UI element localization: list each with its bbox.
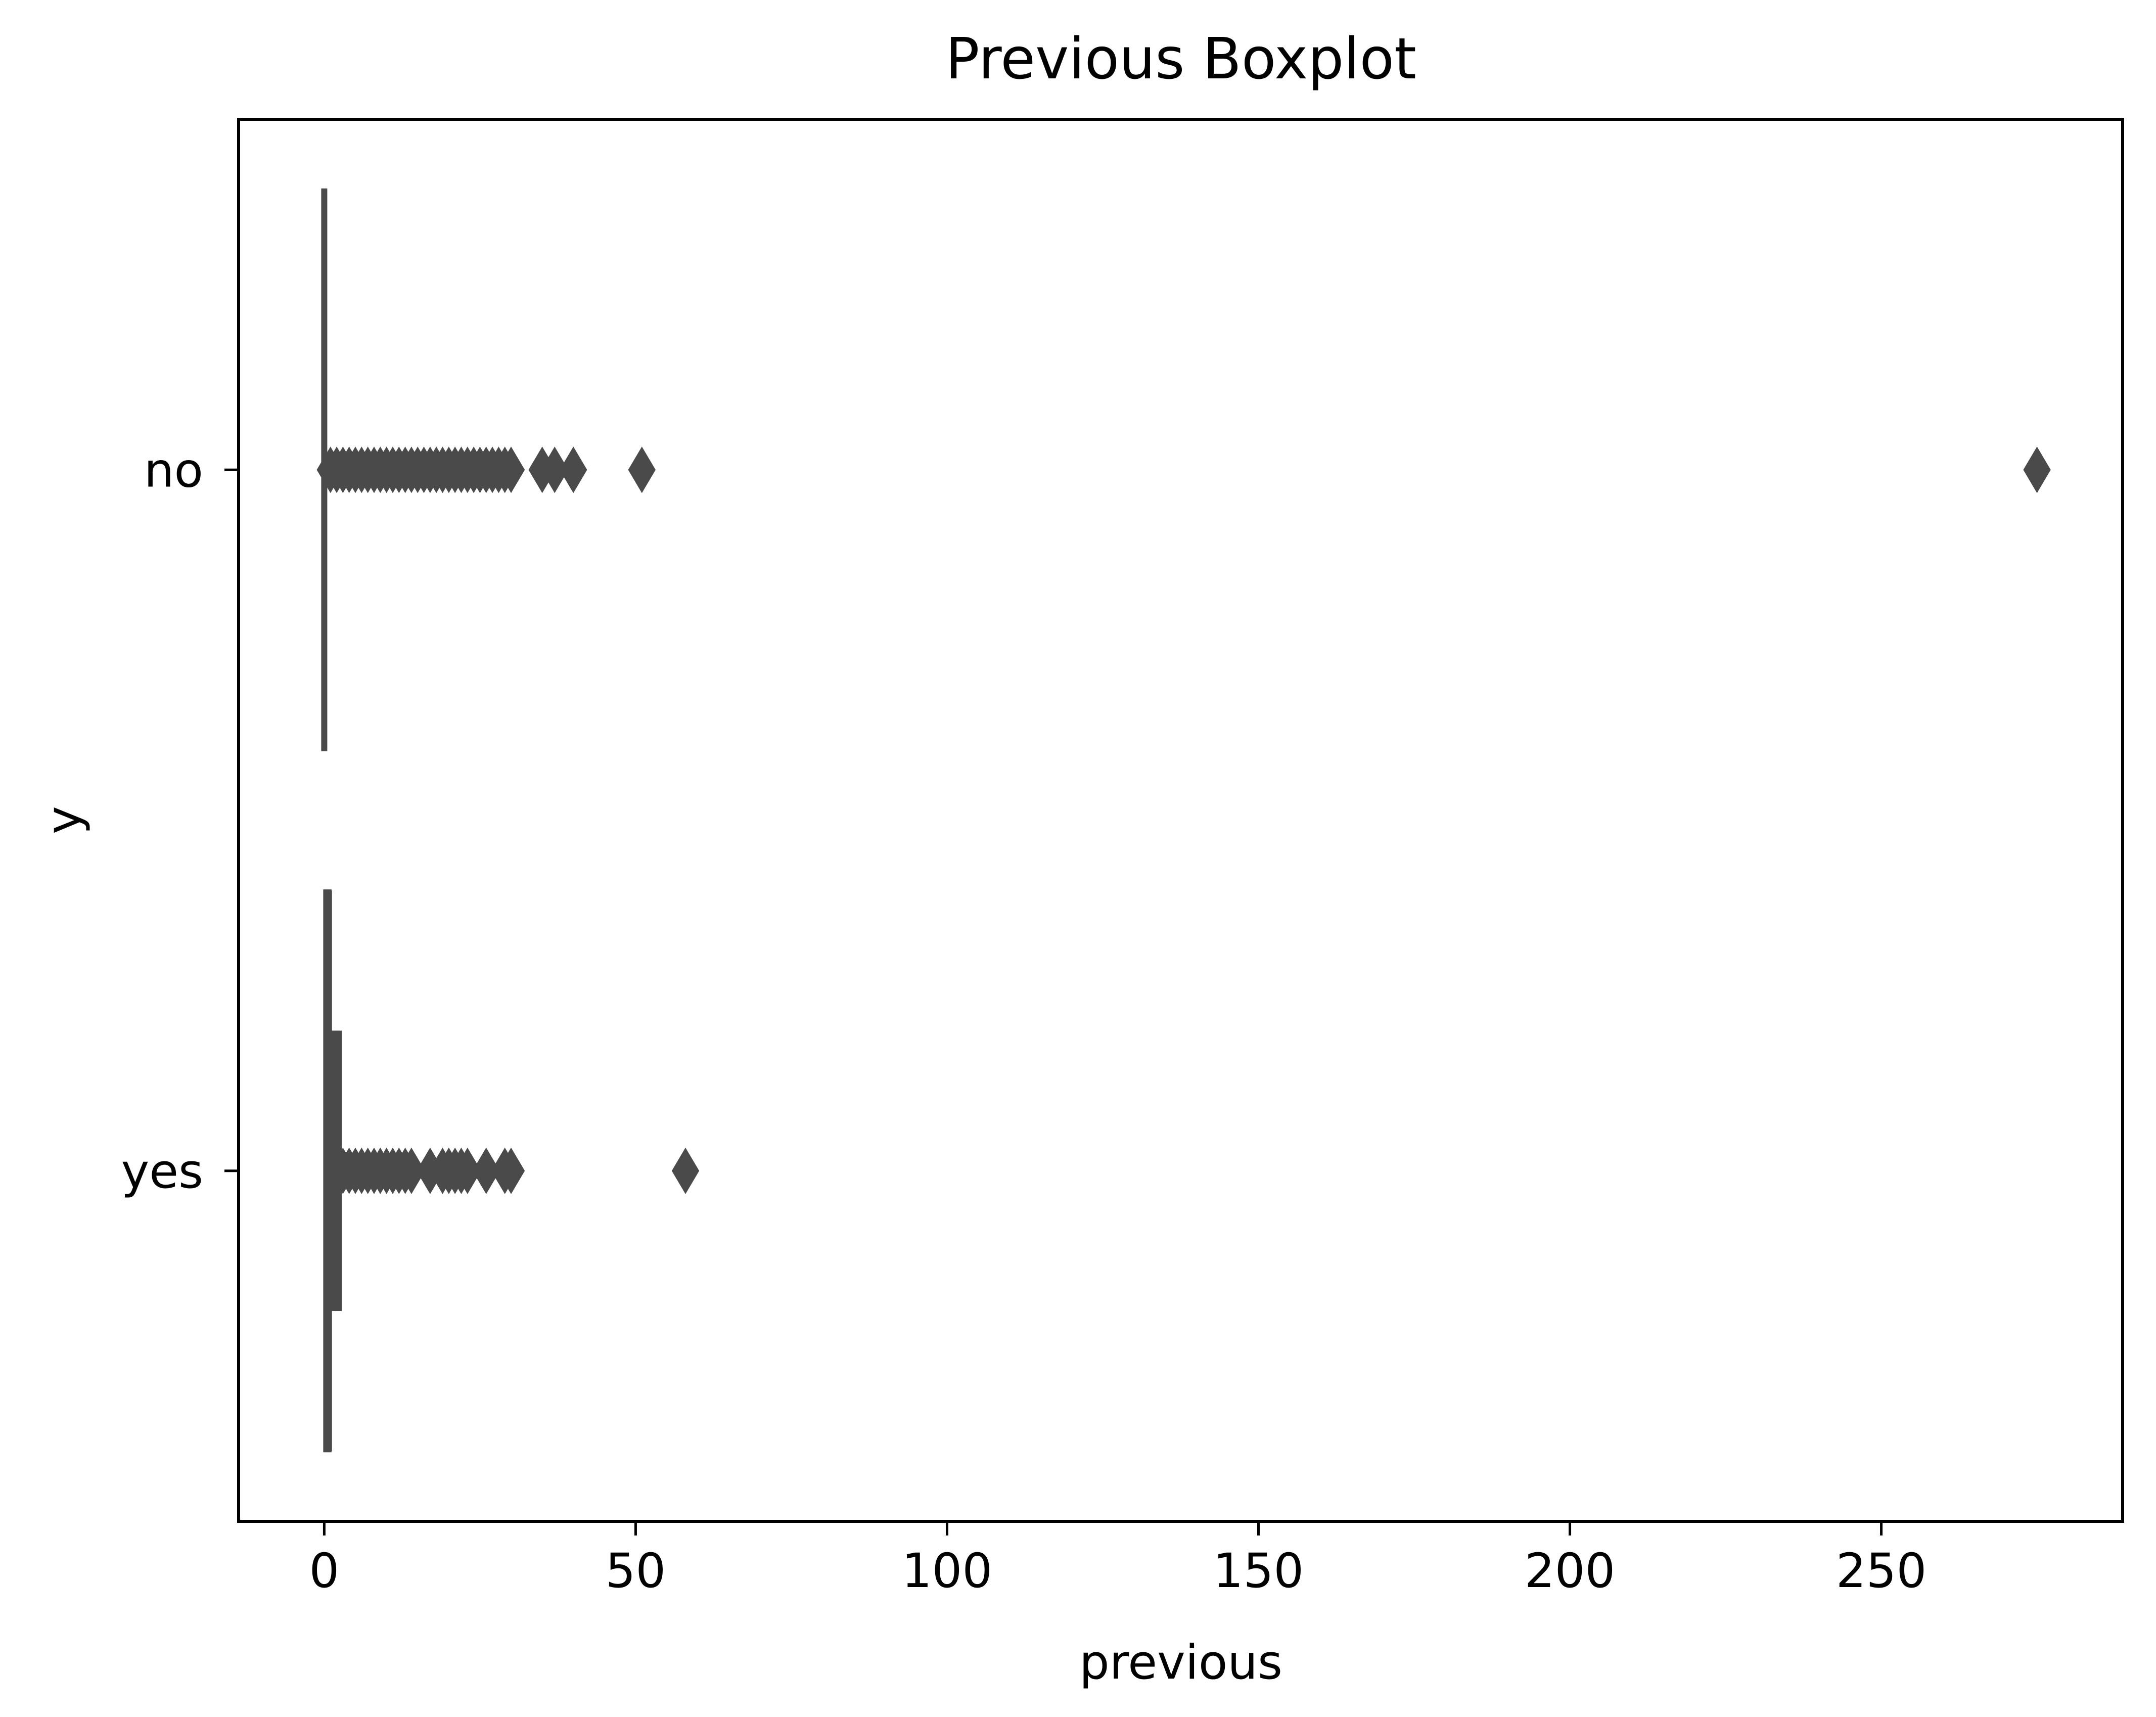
outlier-yes <box>472 1147 500 1194</box>
chart-title: Previous Boxplot <box>945 26 1416 92</box>
x-axis-label: previous <box>1079 1635 1282 1690</box>
axes-frame <box>237 118 2124 1523</box>
plot-content <box>316 188 2051 1453</box>
y-tick-label-no: no <box>144 443 203 498</box>
outlier-no <box>541 446 569 493</box>
x-tick-label: 250 <box>1836 1544 1926 1599</box>
x-axis: 0 50 100 150 200 250 <box>309 1521 1926 1599</box>
outlier-no <box>497 446 525 493</box>
outlier-no <box>628 446 656 493</box>
y-tick-label-yes: yes <box>121 1144 203 1199</box>
x-tick-label: 100 <box>902 1544 992 1599</box>
y-axis-label: y <box>36 806 91 834</box>
outlier-yes <box>453 1147 481 1194</box>
x-tick-label: 150 <box>1213 1544 1304 1599</box>
y-axis: no yes <box>121 443 239 1199</box>
outlier-yes <box>497 1147 525 1194</box>
outlier-yes <box>671 1147 700 1194</box>
x-tick-label: 0 <box>309 1544 340 1599</box>
outlier-yes <box>397 1147 426 1194</box>
outlier-no <box>2023 446 2051 493</box>
x-tick-label: 200 <box>1525 1544 1615 1599</box>
outlier-no <box>560 446 587 493</box>
x-tick-label: 50 <box>606 1544 666 1599</box>
